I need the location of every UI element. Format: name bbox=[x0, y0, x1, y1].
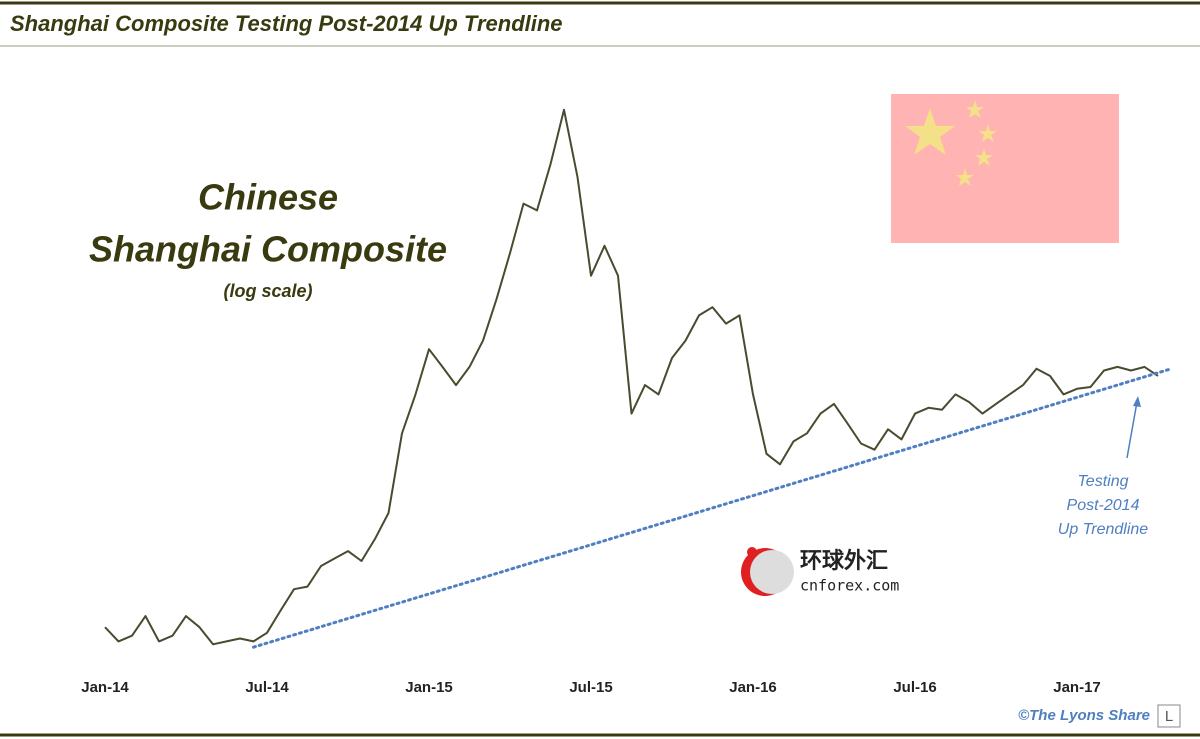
watermark-logo bbox=[741, 547, 794, 596]
credit-logo-box bbox=[1157, 704, 1181, 728]
flag bbox=[891, 94, 1119, 243]
x-tick-label: Jul-14 bbox=[245, 679, 289, 696]
x-tick-label: Jan-16 bbox=[729, 679, 777, 696]
subheading: (log scale) bbox=[223, 281, 312, 301]
heading: Shanghai Composite bbox=[89, 229, 447, 270]
annotation: Post-2014 bbox=[1067, 497, 1140, 514]
chart-title: Shanghai Composite Testing Post-2014 Up … bbox=[10, 11, 563, 36]
watermark-text: cnforex.com bbox=[800, 577, 899, 595]
x-tick-label: Jan-15 bbox=[405, 679, 453, 696]
x-tick-label: Jan-14 bbox=[81, 679, 129, 696]
annotation-arrow bbox=[1126, 401, 1138, 459]
annotation: Testing bbox=[1078, 473, 1129, 490]
x-tick-label: Jul-15 bbox=[569, 679, 612, 696]
price-line bbox=[104, 108, 1159, 646]
annotation-arrowhead bbox=[1133, 396, 1141, 407]
credit: ©The Lyons Share bbox=[1018, 707, 1150, 724]
x-tick-label: Jul-16 bbox=[893, 679, 936, 696]
heading: Chinese bbox=[198, 177, 338, 218]
credit-logo: L bbox=[1165, 708, 1173, 725]
watermark-text: 环球外汇 bbox=[800, 548, 888, 573]
trendline bbox=[252, 367, 1173, 649]
x-tick-label: Jan-17 bbox=[1053, 679, 1101, 696]
annotation: Up Trendline bbox=[1058, 521, 1149, 538]
